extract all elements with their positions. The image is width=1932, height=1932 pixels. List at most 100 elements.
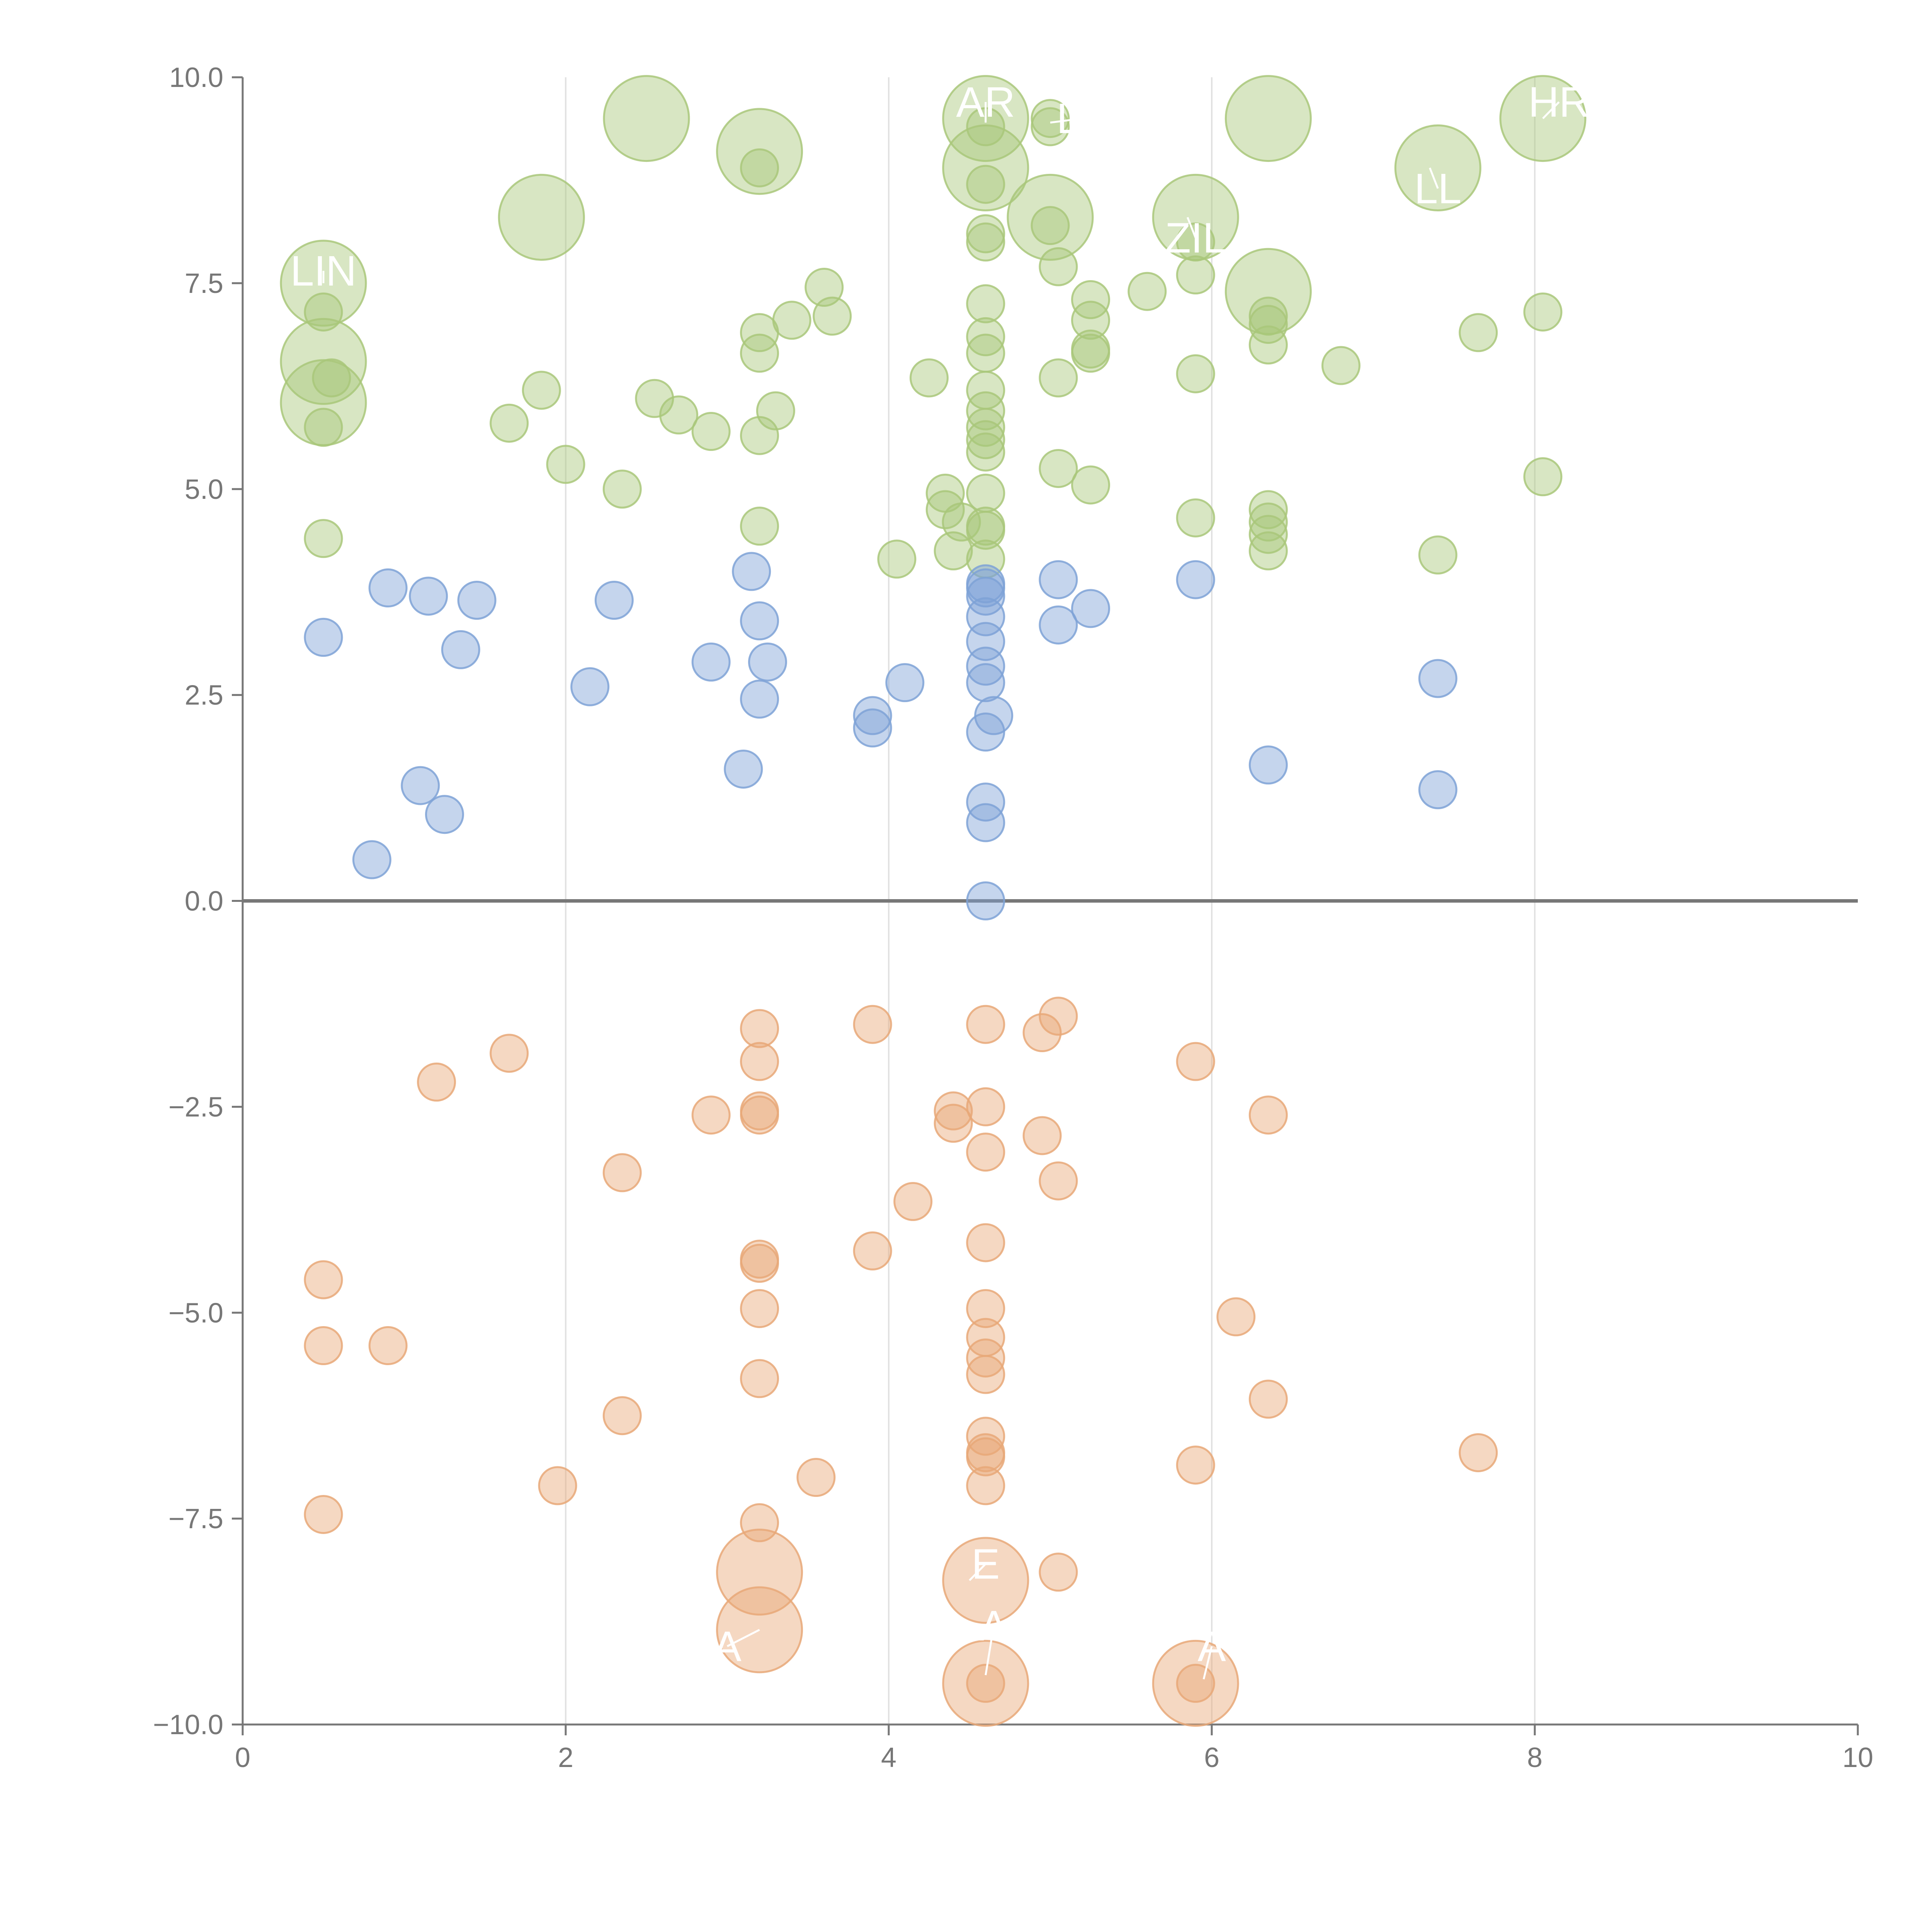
point-annotation-label: HR [1528,78,1590,126]
x-tick-label: 10 [1842,1742,1873,1773]
blue-data-point [401,766,440,805]
green-data-point [756,391,795,430]
green-data-point [1321,346,1361,385]
y-tick-label: 5.0 [185,474,223,505]
green-data-point [1248,515,1288,554]
point-annotation-label: LS [1056,95,1109,143]
orange-data-point [538,1466,577,1505]
x-tick-label: 2 [558,1742,573,1773]
green-data-point [910,358,949,398]
orange-data-point [966,1417,1005,1456]
y-tick-label: −7.5 [168,1503,223,1534]
green-data-point [966,284,1005,323]
point-annotation-label: A [713,1623,742,1670]
green-data-point [304,519,343,558]
blue-data-point [966,881,1005,920]
blue-data-point [691,642,731,682]
annotation-leader-line [969,1563,986,1581]
green-data-point [1039,449,1078,488]
orange-data-point [966,1289,1005,1328]
green-data-point [1176,255,1215,295]
annotation-leader-line [1202,1646,1213,1680]
annotation-leader-line [1050,117,1083,124]
blue-data-point [352,840,391,879]
orange-data-point [1022,1013,1062,1053]
blue-data-point [304,617,343,657]
green-data-point [490,403,529,443]
green-data-point [691,412,731,451]
blue-data-point [1248,745,1288,785]
green-data-point [966,510,1005,550]
orange-data-point [796,1458,836,1497]
orange-data-point [966,1355,1005,1394]
y-tick-label: 10.0 [169,62,223,93]
blue-data-point [966,782,1005,822]
green-data-point [1225,75,1312,162]
blue-data-point [740,679,779,719]
green-data-point [1248,502,1288,542]
orange-data-point [602,1396,642,1435]
blue-data-point [570,667,610,706]
x-tick-label: 4 [881,1742,896,1773]
annotation-leader-line [726,1629,760,1647]
green-data-point [925,490,965,529]
green-data-point [546,445,585,484]
green-data-point [659,395,699,435]
y-tick-label: 0.0 [185,886,223,917]
green-data-point [1071,465,1110,505]
blue-data-point [1039,605,1078,645]
green-data-point [1039,358,1078,398]
orange-data-point [490,1034,529,1073]
orange-data-point [853,1005,892,1044]
orange-data-point [1176,1042,1215,1081]
y-tick-label: −5.0 [168,1298,223,1328]
green-data-point [1523,292,1563,332]
green-data-point [966,222,1005,262]
blue-data-point [966,663,1005,702]
green-data-point [966,333,1005,373]
orange-data-point [893,1182,933,1221]
point-annotation-label: ZIL [1165,214,1226,262]
orange-data-point [942,1537,1029,1624]
blue-data-point [732,552,771,591]
orange-data-point [1459,1433,1498,1473]
green-data-point [934,531,973,571]
orange-data-point [1039,1553,1078,1592]
green-data-point [498,173,585,261]
green-data-point [740,148,779,187]
green-data-point [1031,206,1070,245]
orange-data-point [853,1231,892,1270]
blue-data-point [1418,770,1458,810]
green-data-point [1128,272,1167,311]
blue-data-point [724,749,763,789]
blue-data-point [441,630,480,669]
x-tick-label: 6 [1204,1742,1219,1773]
green-data-point [1248,304,1288,344]
orange-data-point [942,1639,1029,1727]
orange-data-point [304,1495,343,1534]
green-data-point [1031,107,1070,146]
green-data-point [1394,124,1481,211]
point-annotation-label: A [1197,1623,1226,1670]
green-data-point [1176,498,1215,537]
green-data-point [1248,325,1288,365]
green-data-point [966,420,1005,459]
green-data-point [740,416,779,455]
point-annotation-label: LIN [290,247,356,295]
green-data-point [304,408,343,447]
green-data-point [635,379,674,418]
axes [242,77,1858,1726]
orange-data-point [966,1133,1005,1172]
green-data-point [966,214,1005,253]
green-data-point [1176,222,1215,262]
green-data-point [1459,313,1498,352]
green-data-point [304,292,343,332]
green-data-point [1248,531,1288,571]
blue-data-point [409,577,448,616]
green-data-point [1248,296,1288,336]
blue-data-point [853,708,892,748]
blue-data-point [425,795,464,834]
x-tick-label: 0 [235,1742,250,1773]
point-annotation-label: A [980,1602,1008,1650]
